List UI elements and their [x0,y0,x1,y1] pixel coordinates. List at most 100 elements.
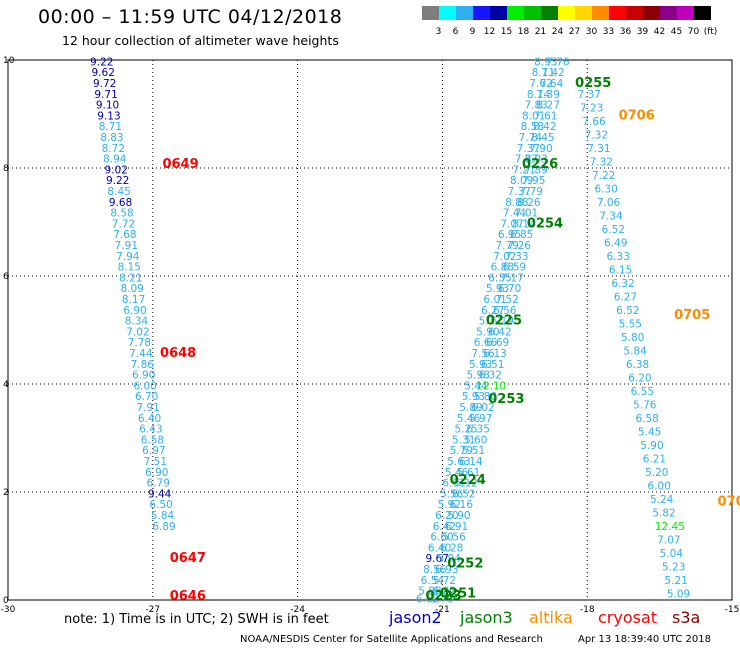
wave-height-point: 7.26 [508,240,532,252]
wave-height-point: 8.72 [102,143,125,155]
wave-height-point: 5.80 [621,332,644,344]
wave-height-point: 5.46 [445,467,469,479]
color-swatch [541,6,558,20]
wave-height-point: 9.67 [426,553,449,565]
wave-height-point: 7.17 [500,272,523,284]
color-scale-label: 45 [670,27,683,37]
wave-height-point: 5.90 [640,440,663,452]
color-swatch [490,6,507,20]
wave-height-point: 6.28 [440,542,463,554]
wave-height-point: 7.22 [592,170,615,182]
color-swatch [575,6,592,20]
wave-height-point: 6.55 [631,386,654,398]
wave-height-point: 7.79 [520,186,543,198]
wave-height-point: 9.72 [93,78,116,90]
pass-time-label: 0648 [160,346,196,361]
wave-height-point: 5.20 [645,467,668,479]
wave-height-point: 6.88 [491,262,514,274]
wave-height-point: 8.09 [510,175,533,187]
pass-time-label: 0647 [170,551,206,566]
wave-height-point: 5.61 [457,467,480,479]
plot-frame [7,59,733,601]
wave-height-point: 6.33 [607,251,630,263]
generated-timestamp: Apr 13 18:39:40 UTC 2018 [578,634,711,645]
color-swatch [473,6,490,20]
wave-height-point: 6.14 [459,456,483,468]
wave-height-point: 5.46 [457,413,481,425]
x-tick-label: -27 [145,605,160,615]
wave-height-point: 6.90 [132,370,155,382]
wave-height-point: 7.02 [493,251,516,263]
y-tick-label: 6 [3,272,9,282]
wave-height-point: 6.58 [635,413,658,425]
wave-height-point: 6.20 [435,510,458,522]
wave-height-point: 5.24 [650,494,674,506]
wave-height-point: 5.80 [474,391,497,403]
x-tick-label: -30 [1,605,16,615]
wave-height-point: 7.83 [524,100,547,112]
wave-height-point: 8.34 [125,316,149,328]
wave-height-point: 8.93 [534,56,557,68]
wave-height-point: 8.21 [119,272,142,284]
color-scale-label: 9 [469,27,476,37]
wave-height-point: 5.82 [652,507,675,519]
wave-height-point: 8.11 [532,67,555,79]
wave-height-point: 6.42 [433,521,456,533]
wave-height-point: 7.37 [578,89,601,101]
wave-height-point: 6.01 [442,478,465,490]
y-tick-label: 2 [3,488,9,498]
wave-height-point: 6.12 [454,478,477,490]
wave-height-point: 7.42 [541,67,564,79]
wave-height-point: 7.68 [113,229,136,241]
wave-height-point: 7.64 [540,78,564,90]
color-scale-label: 30 [585,27,598,37]
wave-height-point: 6.00 [648,480,671,492]
wave-height-point: 5.25 [454,424,477,436]
wave-height-point: 7.32 [590,156,613,168]
wave-height-point: 7.39 [537,89,560,101]
wave-height-point: 7.61 [534,110,557,122]
wave-height-point: 6.43 [139,424,162,436]
wave-height-point: 7.91 [115,240,138,252]
wave-height-point: 7.31 [587,143,610,155]
color-swatch [558,6,575,20]
wave-height-point: 5.44 [464,380,488,392]
wave-height-point: 7.72 [112,218,135,230]
wave-height-point: 7.78 [128,337,151,349]
wave-height-point: 8.58 [521,121,544,133]
wave-height-point: 5.88 [418,586,441,598]
wave-height-point: 6.01 [483,294,506,306]
pass-time-label: 0251 [440,586,476,601]
footer-note: note: 1) Time is in UTC; 2) SWH is in fe… [64,612,329,627]
wave-height-point: 6.20 [628,372,651,384]
color-scale-label: 15 [500,27,513,37]
wave-height-point: 6.02 [471,402,494,414]
color-scale-label: 21 [534,27,547,37]
wave-height-point: 5.31 [452,434,475,446]
wave-height-point: 6.70 [498,283,521,295]
wave-height-point: 9.22 [106,175,129,187]
wave-height-point: 9.10 [96,100,119,112]
wave-height-point: 7.33 [505,251,528,263]
wave-height-point: 7.56 [471,348,495,360]
wave-height-point: 5.90 [447,510,470,522]
color-swatch [439,6,456,20]
pass-time-label: 0649 [162,157,198,172]
wave-height-point: 7.01 [515,208,538,220]
wave-height-point: 5.77 [479,316,502,328]
wave-height-point: 6.49 [604,237,627,249]
wave-height-point: 6.15 [609,264,632,276]
wave-height-point: 6.32 [611,278,634,290]
wave-height-point: 6.66 [474,337,498,349]
y-tick-label: 4 [3,380,9,390]
satellite-legend-item: s3a [672,608,701,627]
wave-height-point: 7.44 [129,348,153,360]
color-scale-label: 27 [568,27,581,37]
pass-time-label: 0226 [522,157,558,172]
page-title: 00:00 – 11:59 UTC 04/12/2018 [38,6,343,28]
x-tick-label: -15 [725,605,740,615]
wave-height-point: 7.37 [508,186,531,198]
wave-height-point: 6.56 [493,305,517,317]
wave-height-point: 5.63 [447,456,470,468]
pass-time-label: 0705 [674,308,710,323]
